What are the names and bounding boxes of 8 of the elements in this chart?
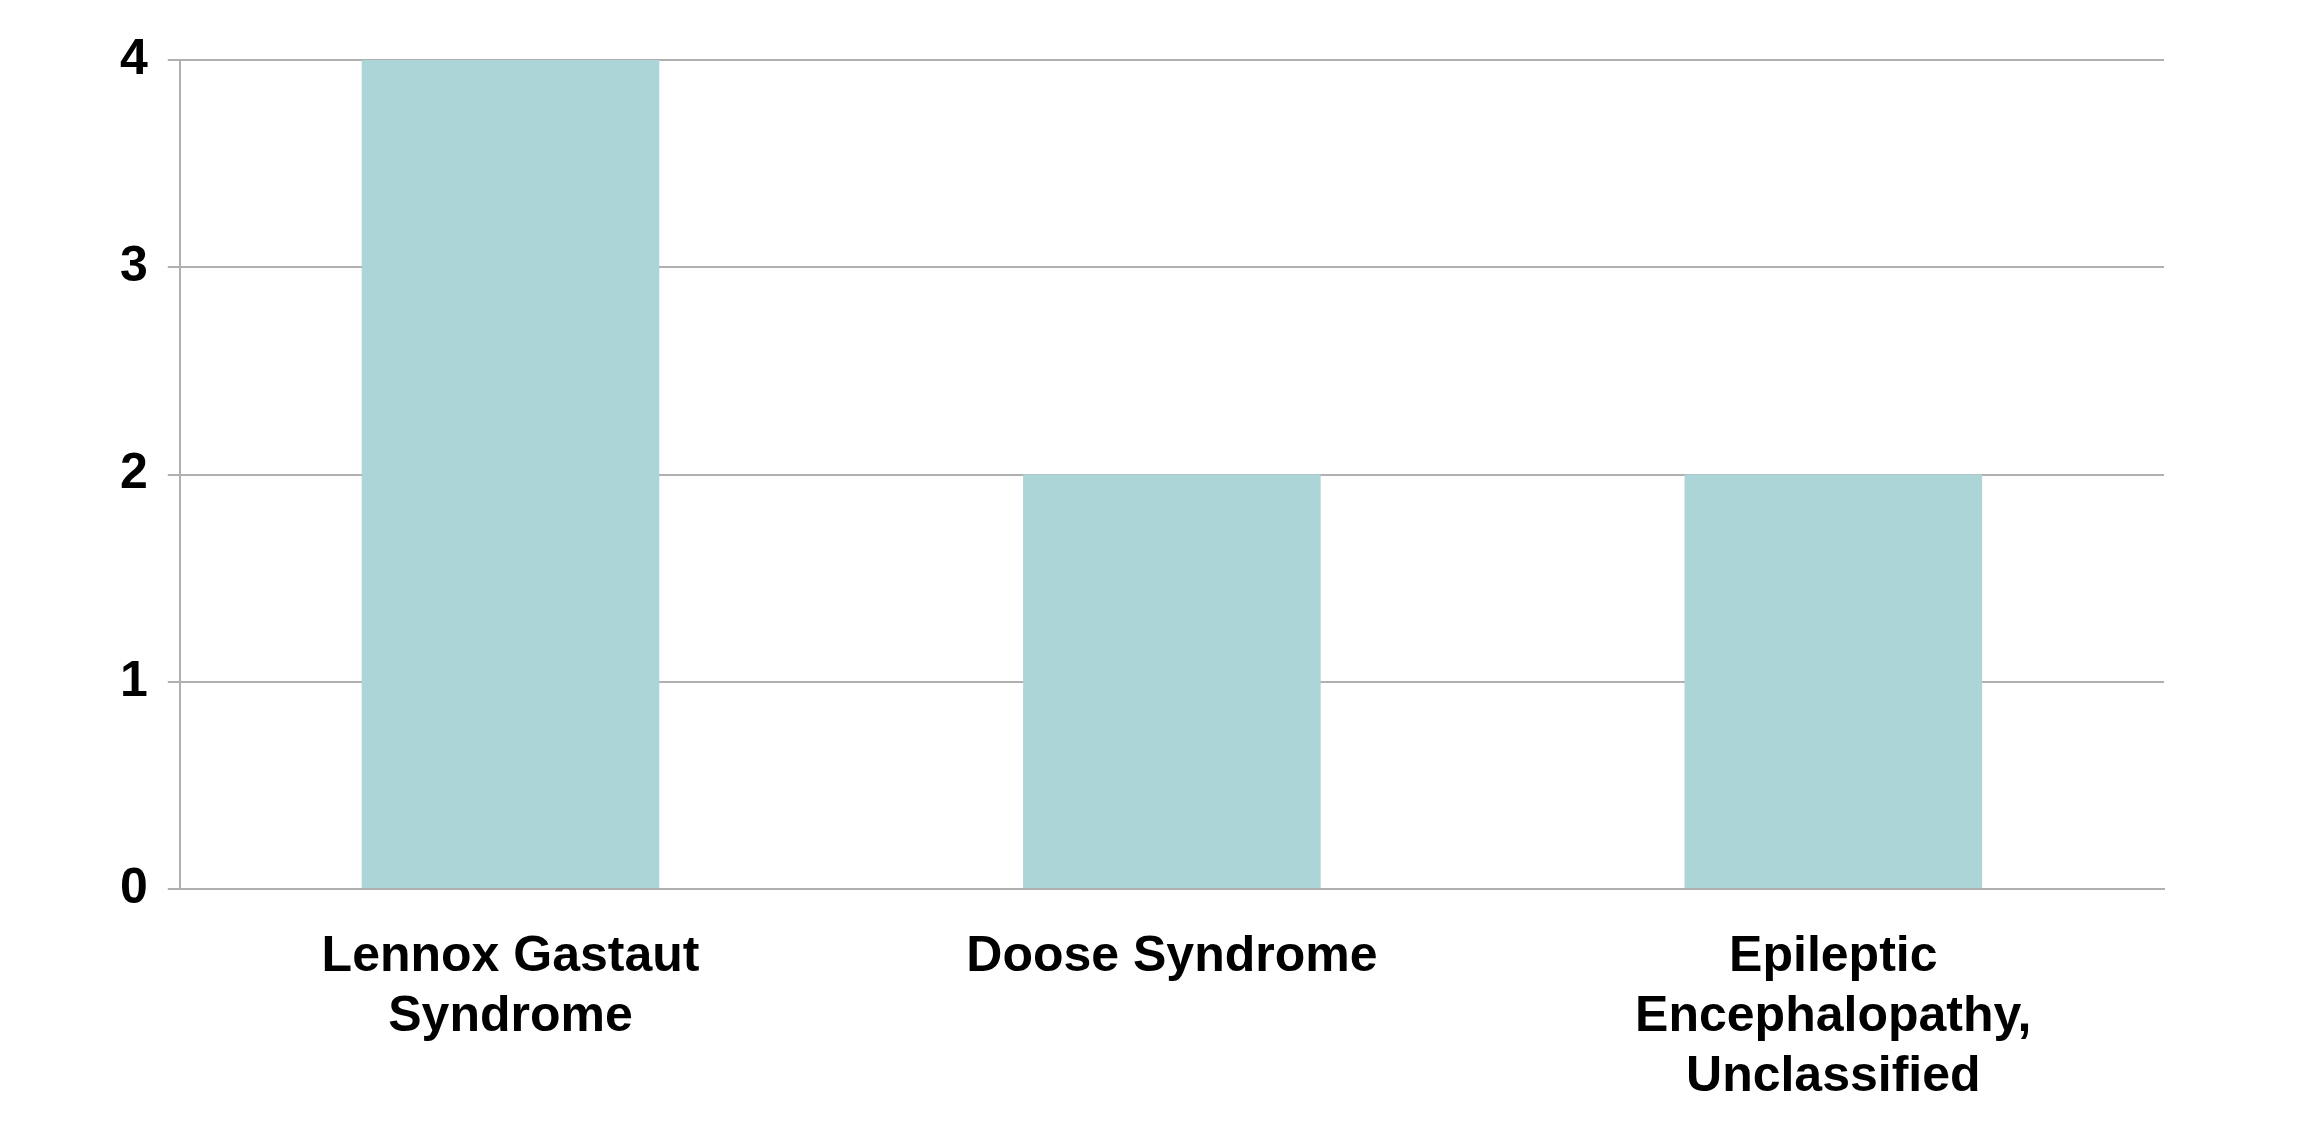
y-tick-label: 3 [120, 236, 148, 293]
y-tick-label: 4 [120, 28, 148, 85]
x-tick-label: Lennox Gastaut Syndrome [321, 925, 700, 1042]
x-tick-label: Epileptic Encephalopathy, Unclassified [1635, 925, 2032, 1102]
y-tick-label: 0 [120, 857, 148, 914]
x-tick-label: Doose Syndrome [966, 925, 1378, 982]
y-tick-label: 1 [120, 650, 148, 707]
y-tick-label: 2 [120, 443, 148, 500]
